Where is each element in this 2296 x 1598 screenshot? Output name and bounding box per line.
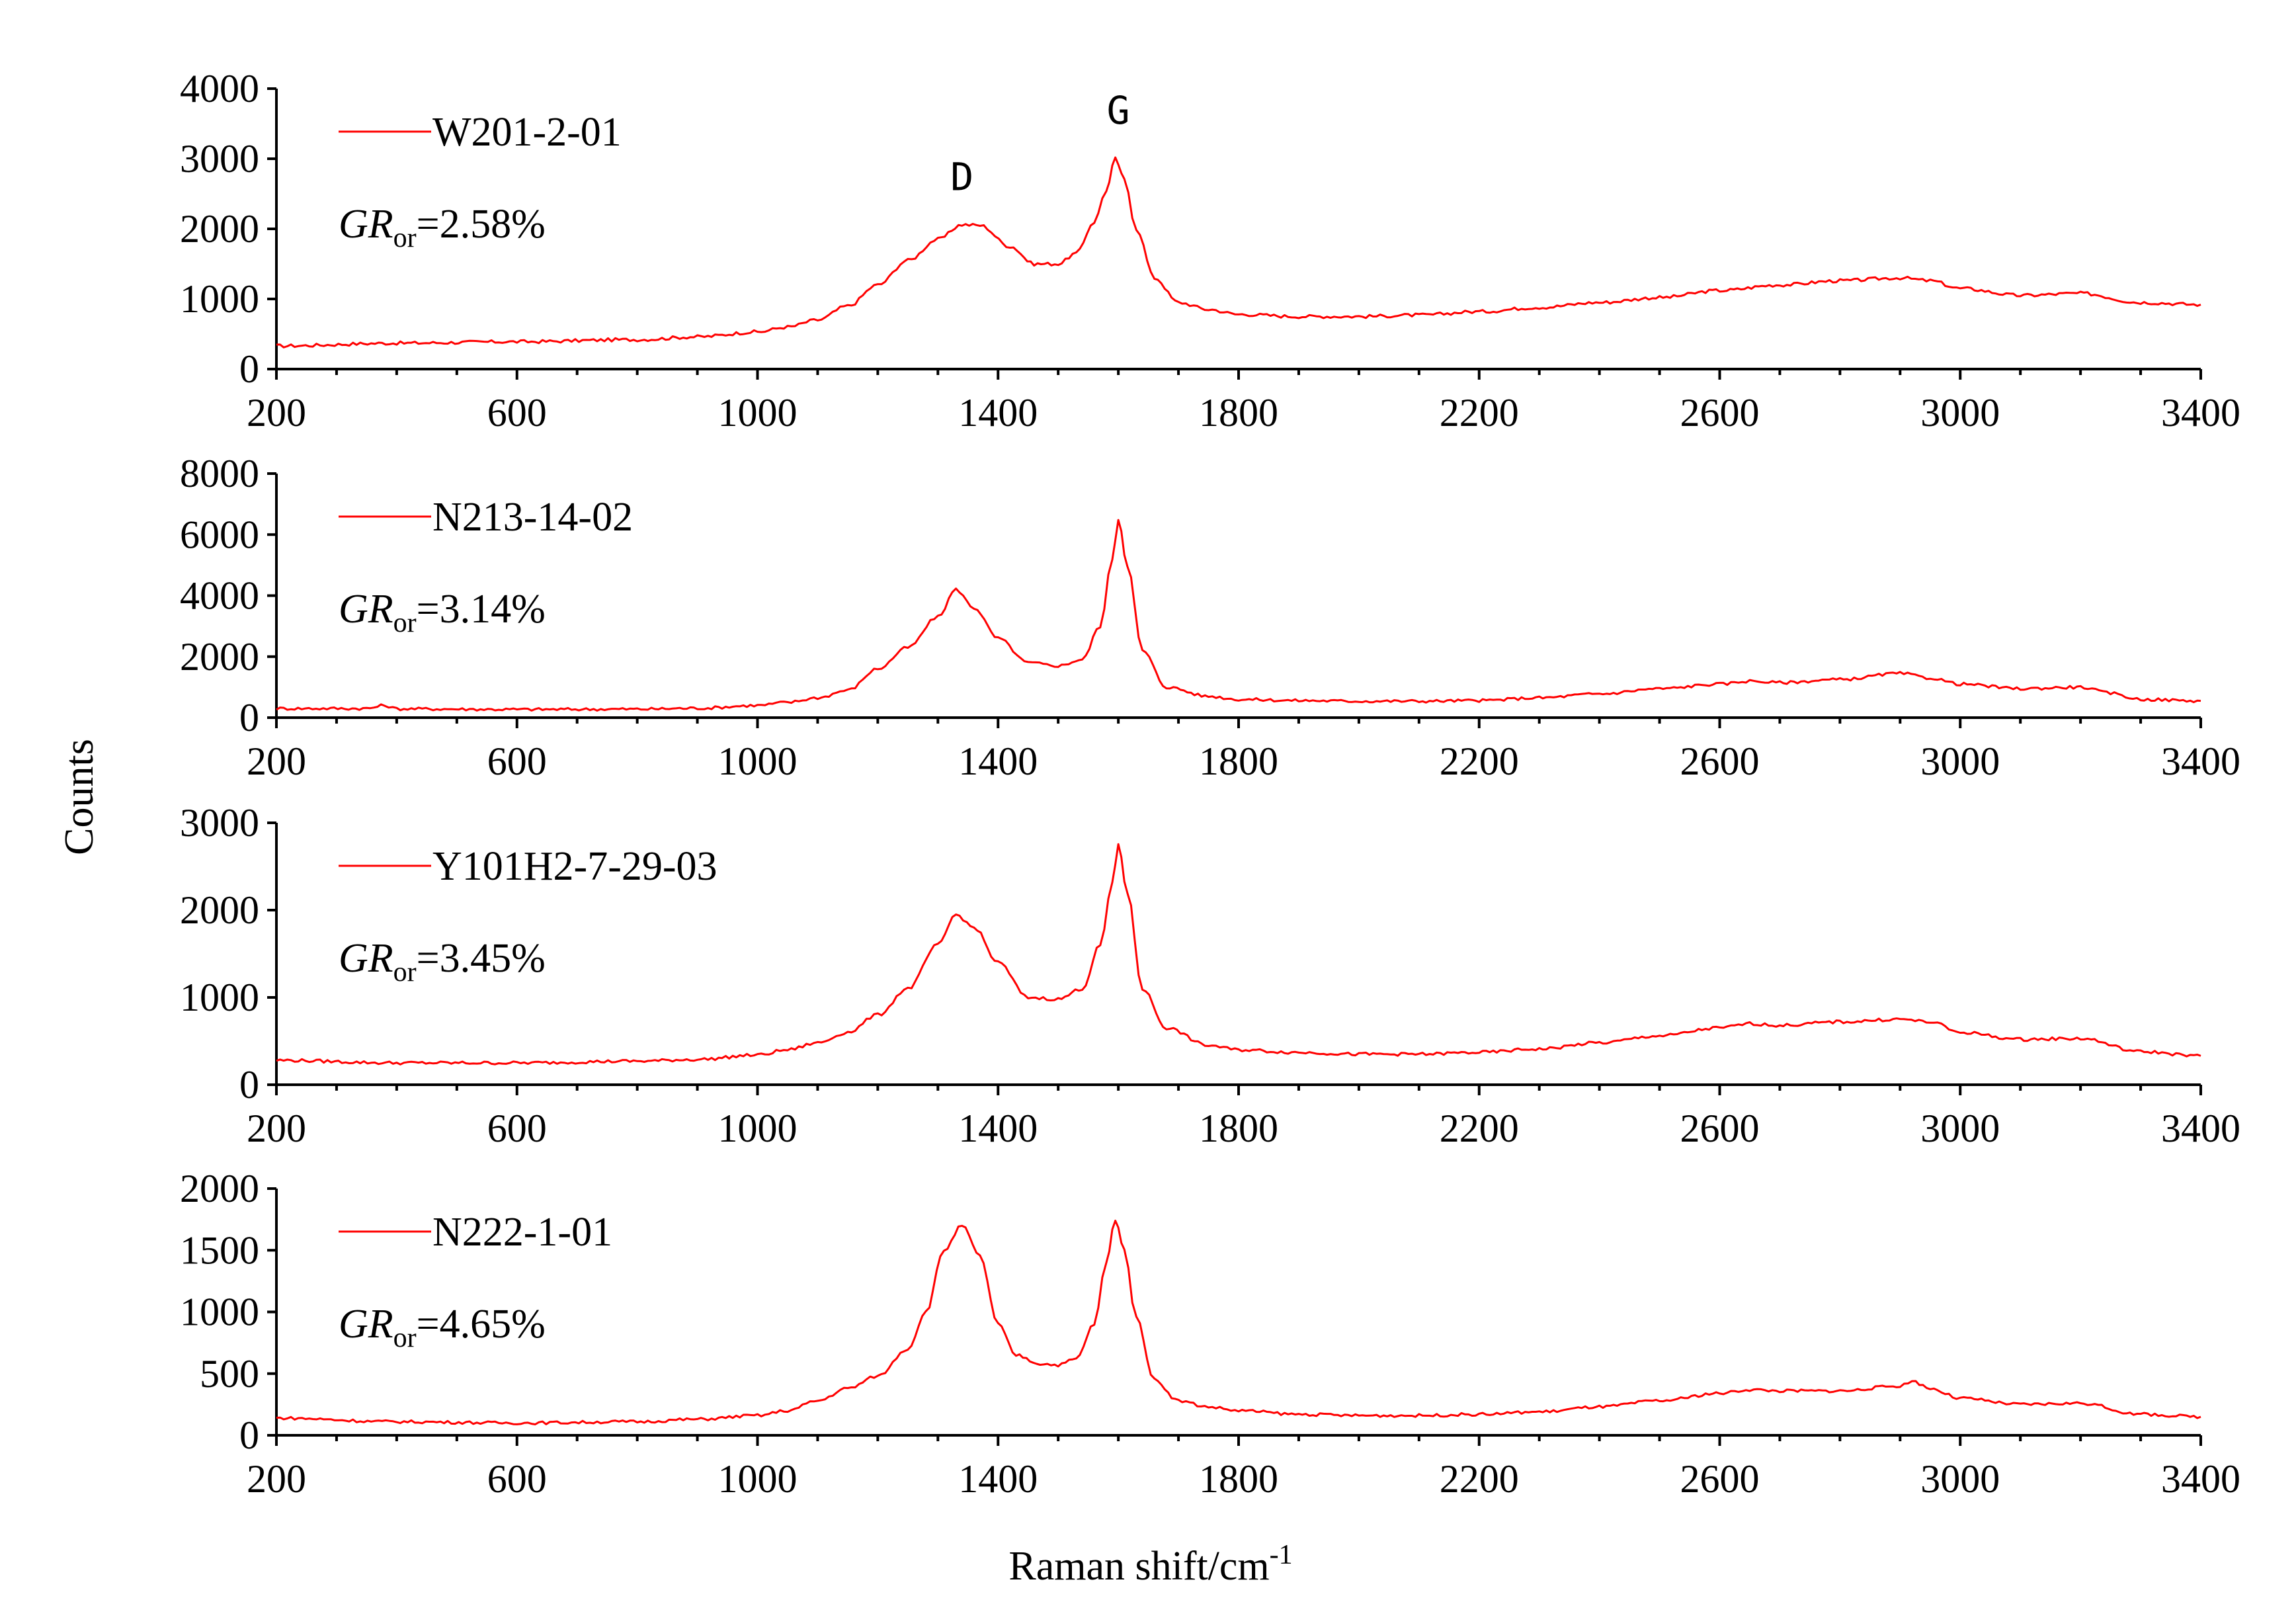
legend-label: N222-1-01	[432, 1210, 612, 1255]
panel-4: 0 500 1000 1500 2000 200 600 1000 1400 1800 2200 26…	[180, 1167, 2240, 1501]
y-tick-label: 1000	[180, 277, 259, 321]
y-tick-label: 1000	[180, 976, 259, 1019]
x-tick-label: 200	[247, 739, 306, 783]
y-tick-label: 1500	[180, 1228, 259, 1272]
y-tick-label: 0	[239, 1063, 259, 1107]
gr-subscript: or	[393, 608, 417, 638]
x-tick-label: 200	[247, 391, 306, 435]
gr-annotation: GRor=3.14%	[339, 587, 546, 638]
x-tick-label: 3000	[1920, 1457, 2000, 1501]
y-tick-label: 1000	[180, 1290, 259, 1334]
y-tick-label: 3000	[180, 137, 259, 181]
legend-label: Y101H2-7-29-03	[432, 844, 718, 889]
y-tick-label: 500	[200, 1352, 259, 1396]
x-tick-label: 1400	[958, 1107, 1038, 1150]
x-tick-label: 200	[247, 1457, 306, 1501]
x-tick-label: 600	[487, 1107, 547, 1150]
x-tick-label: 1800	[1199, 391, 1278, 435]
x-tick-label: 2200	[1440, 739, 1519, 783]
y-tick-label: 8000	[180, 452, 259, 495]
panel-1: 0 1000 2000 3000 4000 200 600 1000 1400 1800 2200 2…	[180, 67, 2240, 435]
gr-subscript: or	[393, 1323, 417, 1353]
series-line-N222-1-01	[276, 1220, 2201, 1425]
x-tick-label: 3000	[1920, 391, 2000, 435]
x-tick-label: 3400	[2161, 1457, 2240, 1501]
x-tick-label: 2200	[1440, 391, 1519, 435]
x-tick-label: 1800	[1199, 1107, 1278, 1150]
x-tick-label: 2200	[1440, 1457, 1519, 1501]
x-tick-label: 2600	[1680, 391, 1760, 435]
x-tick-label: 1000	[718, 1107, 798, 1150]
peak-label-D: D	[950, 155, 973, 200]
gr-value: =2.58%	[417, 202, 546, 247]
gr-value: =4.65%	[417, 1302, 546, 1347]
x-axis-title-superscript: -1	[1270, 1540, 1293, 1570]
series-line-W201-2-01	[276, 156, 2201, 349]
y-tick-label: 0	[239, 347, 259, 391]
y-tick-label: 2000	[180, 207, 259, 251]
x-tick-label: 1400	[958, 1457, 1038, 1501]
gr-symbol: GR	[339, 202, 393, 247]
x-tick-label: 200	[247, 1107, 306, 1150]
gr-subscript: or	[393, 223, 417, 253]
x-tick-label: 3400	[2161, 739, 2240, 783]
gr-annotation: GRor=4.65%	[339, 1302, 546, 1353]
x-tick-label: 1800	[1199, 1457, 1278, 1501]
y-axis-title: Counts	[57, 739, 102, 855]
y-tick-label: 0	[239, 1413, 259, 1457]
gr-value: =3.45%	[417, 936, 546, 981]
x-axis-title: Raman shift/cm-1	[1008, 1540, 1292, 1589]
gr-subscript: or	[393, 957, 417, 988]
x-tick-label: 2200	[1440, 1107, 1519, 1150]
x-tick-label: 1400	[958, 739, 1038, 783]
y-tick-label: 6000	[180, 513, 259, 556]
x-tick-label: 2600	[1680, 1457, 1760, 1501]
x-tick-label: 1800	[1199, 739, 1278, 783]
x-tick-label: 2600	[1680, 739, 1760, 783]
gr-annotation: GRor=3.45%	[339, 936, 546, 988]
y-tick-label: 4000	[180, 67, 259, 110]
legend-label: N213-14-02	[432, 495, 633, 540]
gr-value: =3.14%	[417, 587, 546, 632]
panel-2: 0 2000 4000 6000 8000 200 600 1000 1400 1800 2200 2…	[180, 452, 2240, 783]
series-line-N213-14-02	[276, 519, 2201, 712]
x-tick-label: 3000	[1920, 739, 2000, 783]
x-tick-label: 1400	[958, 391, 1038, 435]
x-tick-label: 3400	[2161, 391, 2240, 435]
legend-label: W201-2-01	[432, 110, 622, 155]
x-tick-label: 1000	[718, 391, 798, 435]
y-tick-label: 2000	[180, 888, 259, 932]
x-tick-label: 3400	[2161, 1107, 2240, 1150]
gr-annotation: GRor=2.58%	[339, 202, 546, 253]
x-axis-title-main: Raman shift/cm	[1008, 1544, 1269, 1589]
x-tick-label: 600	[487, 391, 547, 435]
y-tick-label: 4000	[180, 574, 259, 618]
x-tick-label: 1000	[718, 1457, 798, 1501]
gr-symbol: GR	[339, 1302, 393, 1347]
y-tick-label: 2000	[180, 635, 259, 679]
series-line-Y101H2-7-29-03	[276, 843, 2201, 1066]
gr-symbol: GR	[339, 936, 393, 981]
y-tick-label: 0	[239, 696, 259, 739]
x-tick-label: 600	[487, 739, 547, 783]
x-tick-label: 3000	[1920, 1107, 2000, 1150]
x-tick-label: 1000	[718, 739, 798, 783]
x-tick-label: 600	[487, 1457, 547, 1501]
y-tick-label: 2000	[180, 1167, 259, 1210]
panel-3: 0 1000 2000 3000 200 600 1000 1400 1800 2200 2600 3…	[180, 801, 2240, 1150]
gr-symbol: GR	[339, 587, 393, 632]
peak-label-G: G	[1107, 88, 1130, 133]
y-tick-label: 3000	[180, 801, 259, 845]
x-tick-label: 2600	[1680, 1107, 1760, 1150]
